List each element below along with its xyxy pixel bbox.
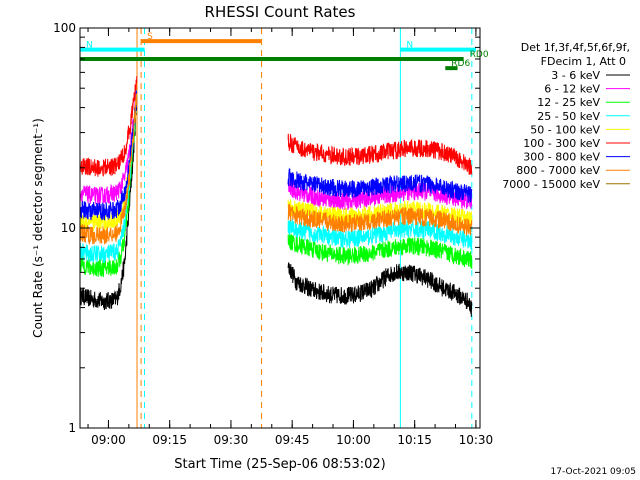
series-line-0-1 [287,262,473,317]
x-tick-label-6: 10:30 [459,433,494,447]
state-bar-label-4: RD6 [451,59,470,69]
legend-label-1: 6 - 12 keV [544,83,600,96]
legend-label-2: 12 - 25 keV [537,96,600,109]
x-axis-label: Start Time (25-Sep-06 08:53:02) [174,457,385,472]
series-line-6-0 [79,90,138,221]
y-tick-label-1: 10 [61,221,76,235]
y-tick-label-0: 1 [68,421,76,435]
y-axis-label: Count Rate (s⁻¹ detector segment⁻¹) [31,118,45,338]
legend-label-3: 25 - 50 keV [537,110,600,123]
legend: Det 1f,3f,4f,5f,6f,9f, FDecim 1, Att 0 3… [502,41,630,191]
series-line-7-1 [287,204,473,236]
legend-label-5: 100 - 300 keV [523,137,600,150]
legend-header-2: FDecim 1, Att 0 [541,55,626,68]
state-bar-label-0: N [86,41,93,51]
x-tick-label-2: 09:30 [214,433,249,447]
series-line-7-0 [79,93,138,246]
legend-label-6: 300 - 800 keV [523,151,600,164]
series-line-5-0 [79,75,138,177]
series-line-6-1 [287,167,473,203]
series-line-5-1 [287,133,473,175]
series-line-1-0 [79,91,138,206]
footer-date: 17-Oct-2021 09:05 [551,467,636,477]
legend-label-4: 50 - 100 keV [530,123,600,136]
x-tick-label-5: 10:15 [397,433,432,447]
state-bar-label-1: N [406,41,413,51]
state-bar-label-5: RD0 [470,50,489,60]
legend-label-7: 800 - 7000 keV [516,164,600,177]
series-line-2-1 [287,233,473,269]
series-line-2-0 [79,94,138,277]
y-tick-label-2: 100 [53,21,76,35]
legend-label-8: 7000 - 15000 keV [502,178,600,191]
chart-title: RHESSI Count Rates [205,3,356,21]
axes: 09:00 09:15 09:30 09:45 10:00 10:15 10:30 1 10 10… [53,21,493,447]
x-tick-label-1: 09:15 [152,433,187,447]
x-tick-label-3: 09:45 [275,433,310,447]
x-tick-label-4: 10:00 [336,433,371,447]
x-tick-label-0: 09:00 [91,433,126,447]
series-line-3-1 [287,219,473,250]
legend-header-1: Det 1f,3f,4f,5f,6f,9f, [521,41,630,54]
series-line-0-0 [79,105,138,311]
legend-label-0: 3 - 6 keV [551,69,600,82]
state-bar-label-2: S [147,32,153,42]
